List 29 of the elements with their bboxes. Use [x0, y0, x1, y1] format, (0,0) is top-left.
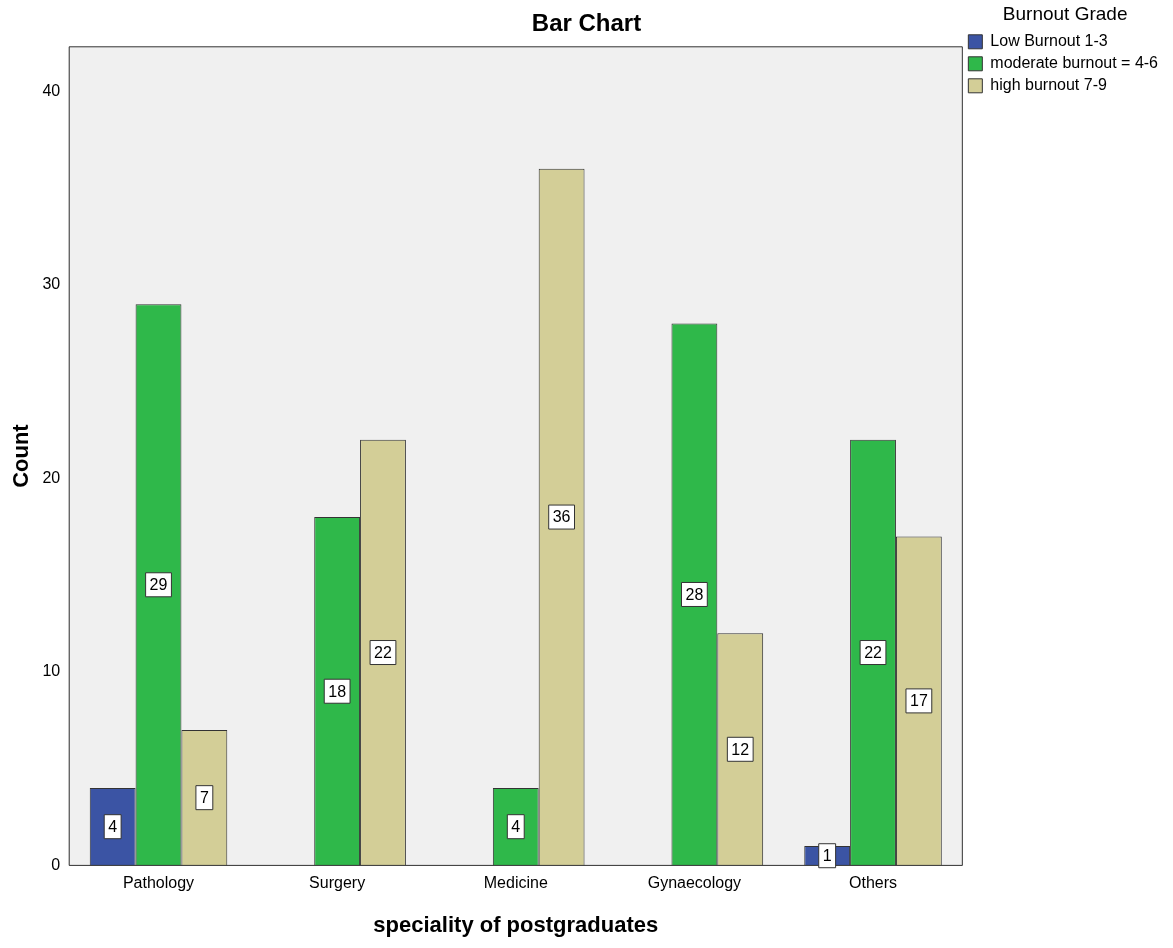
- chart-title: Bar Chart: [531, 9, 642, 37]
- legend-label: moderate burnout = 4-6: [990, 54, 1159, 72]
- x-tick-label: Medicine: [483, 874, 548, 892]
- data-label: 4: [511, 818, 521, 836]
- y-axis-title: Count: [8, 423, 34, 488]
- data-label: 12: [731, 740, 750, 758]
- y-tick-label: 30: [42, 275, 61, 293]
- legend-title: Burnout Grade: [1002, 2, 1128, 24]
- data-label: 4: [108, 818, 118, 836]
- x-tick-label: Gynaecology: [647, 874, 742, 892]
- y-tick-label: 40: [42, 81, 61, 99]
- y-tick-label: 0: [51, 855, 61, 873]
- x-axis-title: speciality of postgraduates: [373, 911, 659, 937]
- data-label: 22: [374, 643, 392, 661]
- y-tick-label: 20: [42, 468, 61, 486]
- legend-label: high burnout 7-9: [990, 76, 1107, 94]
- x-tick-label: Pathology: [122, 874, 195, 892]
- data-label: 17: [909, 692, 928, 710]
- data-label: 28: [685, 585, 704, 603]
- x-tick-label: Surgery: [309, 874, 366, 892]
- legend-label: Low Burnout 1-3: [990, 32, 1108, 50]
- x-tick-label: Others: [849, 874, 898, 892]
- y-tick-label: 10: [42, 662, 61, 680]
- data-label: 36: [552, 508, 571, 526]
- data-label: 22: [864, 643, 883, 661]
- data-label: 7: [199, 789, 209, 807]
- data-label: 18: [328, 682, 347, 700]
- data-label: 1: [822, 847, 832, 865]
- data-label: 29: [149, 576, 168, 594]
